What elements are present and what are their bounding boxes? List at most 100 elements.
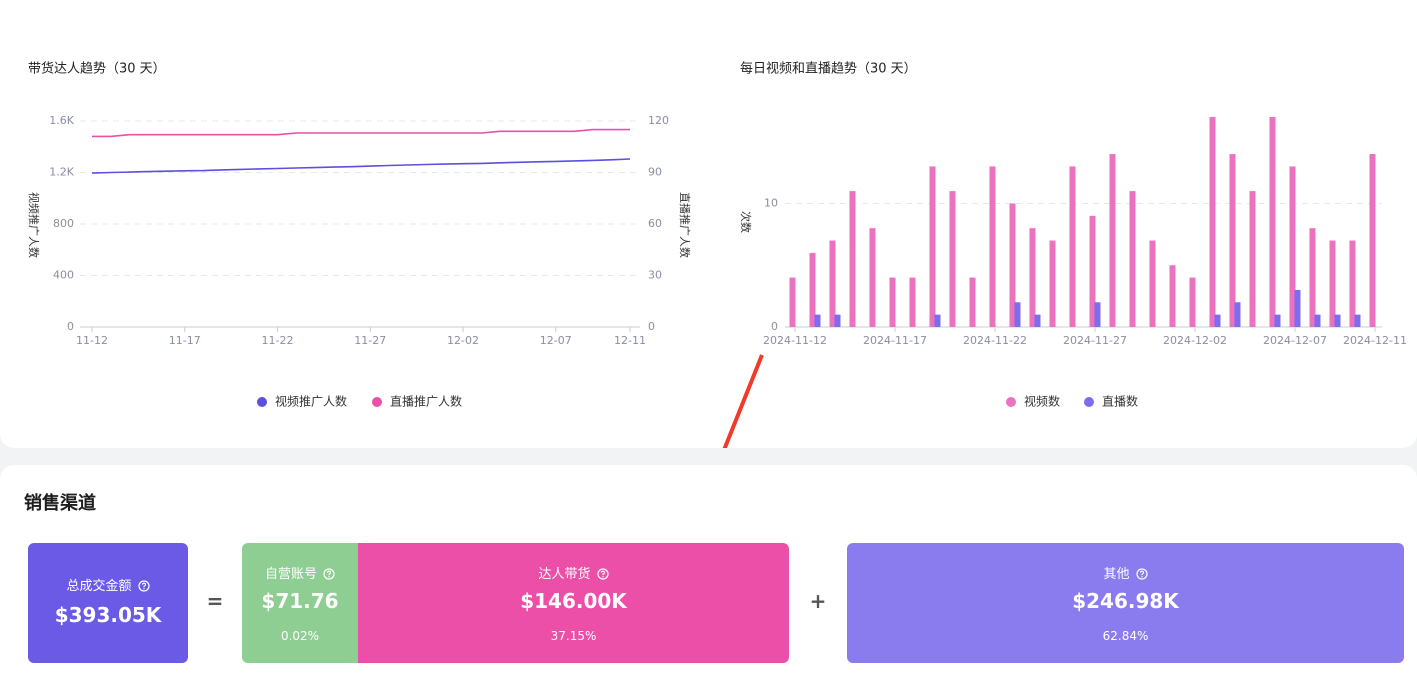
- card-label-row: 达人带货: [358, 563, 789, 582]
- help-icon[interactable]: [1135, 568, 1148, 580]
- plus-sign: +: [809, 589, 827, 613]
- y-axis-label: 视频推广人数: [27, 192, 41, 258]
- y2-tick-label: 30: [648, 269, 662, 282]
- channel-card: 其他 $246.98K 62.84%: [847, 543, 1404, 663]
- bar: [1009, 203, 1016, 327]
- legend-label: 视频推广人数: [275, 394, 347, 409]
- bar: [1314, 314, 1321, 327]
- bar: [1049, 240, 1056, 327]
- x-tick-label: 12-07: [540, 334, 572, 347]
- card-label: 达人带货: [538, 567, 591, 582]
- y-axis-label: 次数: [739, 211, 753, 233]
- bar: [1234, 302, 1241, 327]
- trend-panel: 带货达人趋势（30 天） 0 400 800 1.2K 1.6K 0 30 60 90 120 视频推…: [0, 0, 1417, 503]
- bar: [849, 191, 856, 327]
- bar: [1169, 265, 1176, 327]
- y2-tick-label: 0: [648, 320, 655, 333]
- card-label-row: 其他: [847, 563, 1404, 582]
- bar: [1109, 154, 1116, 327]
- y-tick-label: 10: [764, 196, 778, 209]
- y-tick-label: 1.6K: [49, 114, 74, 127]
- card-value: $393.05K: [54, 603, 162, 627]
- total-card: 总成交金额 $393.05K: [28, 543, 188, 663]
- charts: 带货达人趋势（30 天） 0 400 800 1.2K 1.6K 0 30 60 90 120 视频推…: [27, 61, 1407, 503]
- x-tick-label: 11-17: [169, 334, 201, 347]
- legend-swatch: [257, 397, 267, 407]
- bar: [1369, 154, 1376, 327]
- y2-tick-label: 90: [648, 166, 662, 179]
- chart-title: 带货达人趋势（30 天）: [28, 61, 166, 77]
- bar: [1209, 117, 1216, 327]
- legend-label: 直播推广人数: [390, 394, 462, 409]
- card-label-row: 自营账号: [242, 563, 358, 582]
- card-share: 62.84%: [1102, 629, 1149, 643]
- bar: [814, 314, 821, 327]
- section-title: 销售渠道: [24, 493, 96, 514]
- legend-label: 直播数: [1102, 394, 1138, 409]
- chart-title: 每日视频和直播趋势（30 天）: [740, 61, 917, 77]
- card-label: 自营账号: [264, 567, 317, 582]
- x-tick-label: 11-22: [262, 334, 294, 347]
- bar: [1014, 302, 1021, 327]
- card-share: 37.15%: [550, 629, 597, 643]
- y-tick-label: 0: [771, 320, 778, 333]
- bar: [1249, 191, 1256, 327]
- bar: [969, 277, 976, 327]
- legend-label: 视频数: [1024, 394, 1060, 409]
- help-icon[interactable]: [137, 580, 150, 592]
- bar: [1334, 314, 1341, 327]
- y2-tick-label: 60: [648, 217, 662, 230]
- legend-swatch: [1084, 397, 1094, 407]
- sales-panel: 销售渠道 总成交金额 $393.05K = 自营账号 $71.76 0.02% …: [0, 465, 1417, 684]
- bar: [1354, 314, 1361, 327]
- bar: [1149, 240, 1156, 327]
- bar: [1034, 314, 1041, 327]
- bar: [829, 240, 836, 327]
- bar: [1214, 314, 1221, 327]
- equals-sign: =: [206, 589, 224, 613]
- bar: [1189, 277, 1196, 327]
- bar: [989, 166, 996, 327]
- bar: [1269, 117, 1276, 327]
- channel-card: 自营账号 $71.76 0.02%: [242, 543, 358, 663]
- bar: [1094, 302, 1101, 327]
- x-tick-label: 2024-11-17: [863, 334, 927, 347]
- card-value: $71.76: [261, 589, 339, 613]
- bar: [929, 166, 936, 327]
- x-tick-label: 2024-12-02: [1163, 334, 1227, 347]
- bar: [889, 277, 896, 327]
- bar: [1294, 289, 1301, 327]
- x-tick-label: 12-02: [447, 334, 479, 347]
- bar: [834, 314, 841, 327]
- y2-axis-label: 直播推广人数: [678, 192, 692, 258]
- bar: [789, 277, 796, 327]
- card-share: 0.02%: [280, 629, 320, 643]
- y-tick-label: 800: [53, 217, 74, 230]
- help-icon[interactable]: [596, 568, 609, 580]
- legend-swatch: [1006, 397, 1016, 407]
- y-tick-label: 1.2K: [49, 166, 74, 179]
- bar: [1069, 166, 1076, 327]
- x-tick-label: 2024-11-22: [963, 334, 1027, 347]
- bar: [1349, 240, 1356, 327]
- channel-card: 达人带货 $146.00K 37.15%: [358, 543, 789, 663]
- bar: [949, 191, 956, 327]
- x-tick-label: 12-11: [614, 334, 646, 347]
- bar: [1329, 240, 1336, 327]
- bar: [1089, 215, 1096, 327]
- series-line: [91, 158, 631, 174]
- arrow-shaft: [710, 354, 764, 481]
- bar: [1274, 314, 1281, 327]
- legend-swatch: [372, 397, 382, 407]
- bar: [869, 228, 876, 327]
- card-label: 其他: [1103, 567, 1130, 582]
- card-label-row: 总成交金额: [28, 575, 188, 594]
- series-line: [92, 128, 630, 138]
- x-tick-label: 11-12: [76, 334, 108, 347]
- help-icon[interactable]: [323, 568, 335, 580]
- bar: [909, 277, 916, 327]
- x-tick-label: 2024-11-12: [763, 334, 827, 347]
- x-tick-label: 11-27: [354, 334, 386, 347]
- bar: [1229, 154, 1236, 327]
- bar: [809, 252, 816, 327]
